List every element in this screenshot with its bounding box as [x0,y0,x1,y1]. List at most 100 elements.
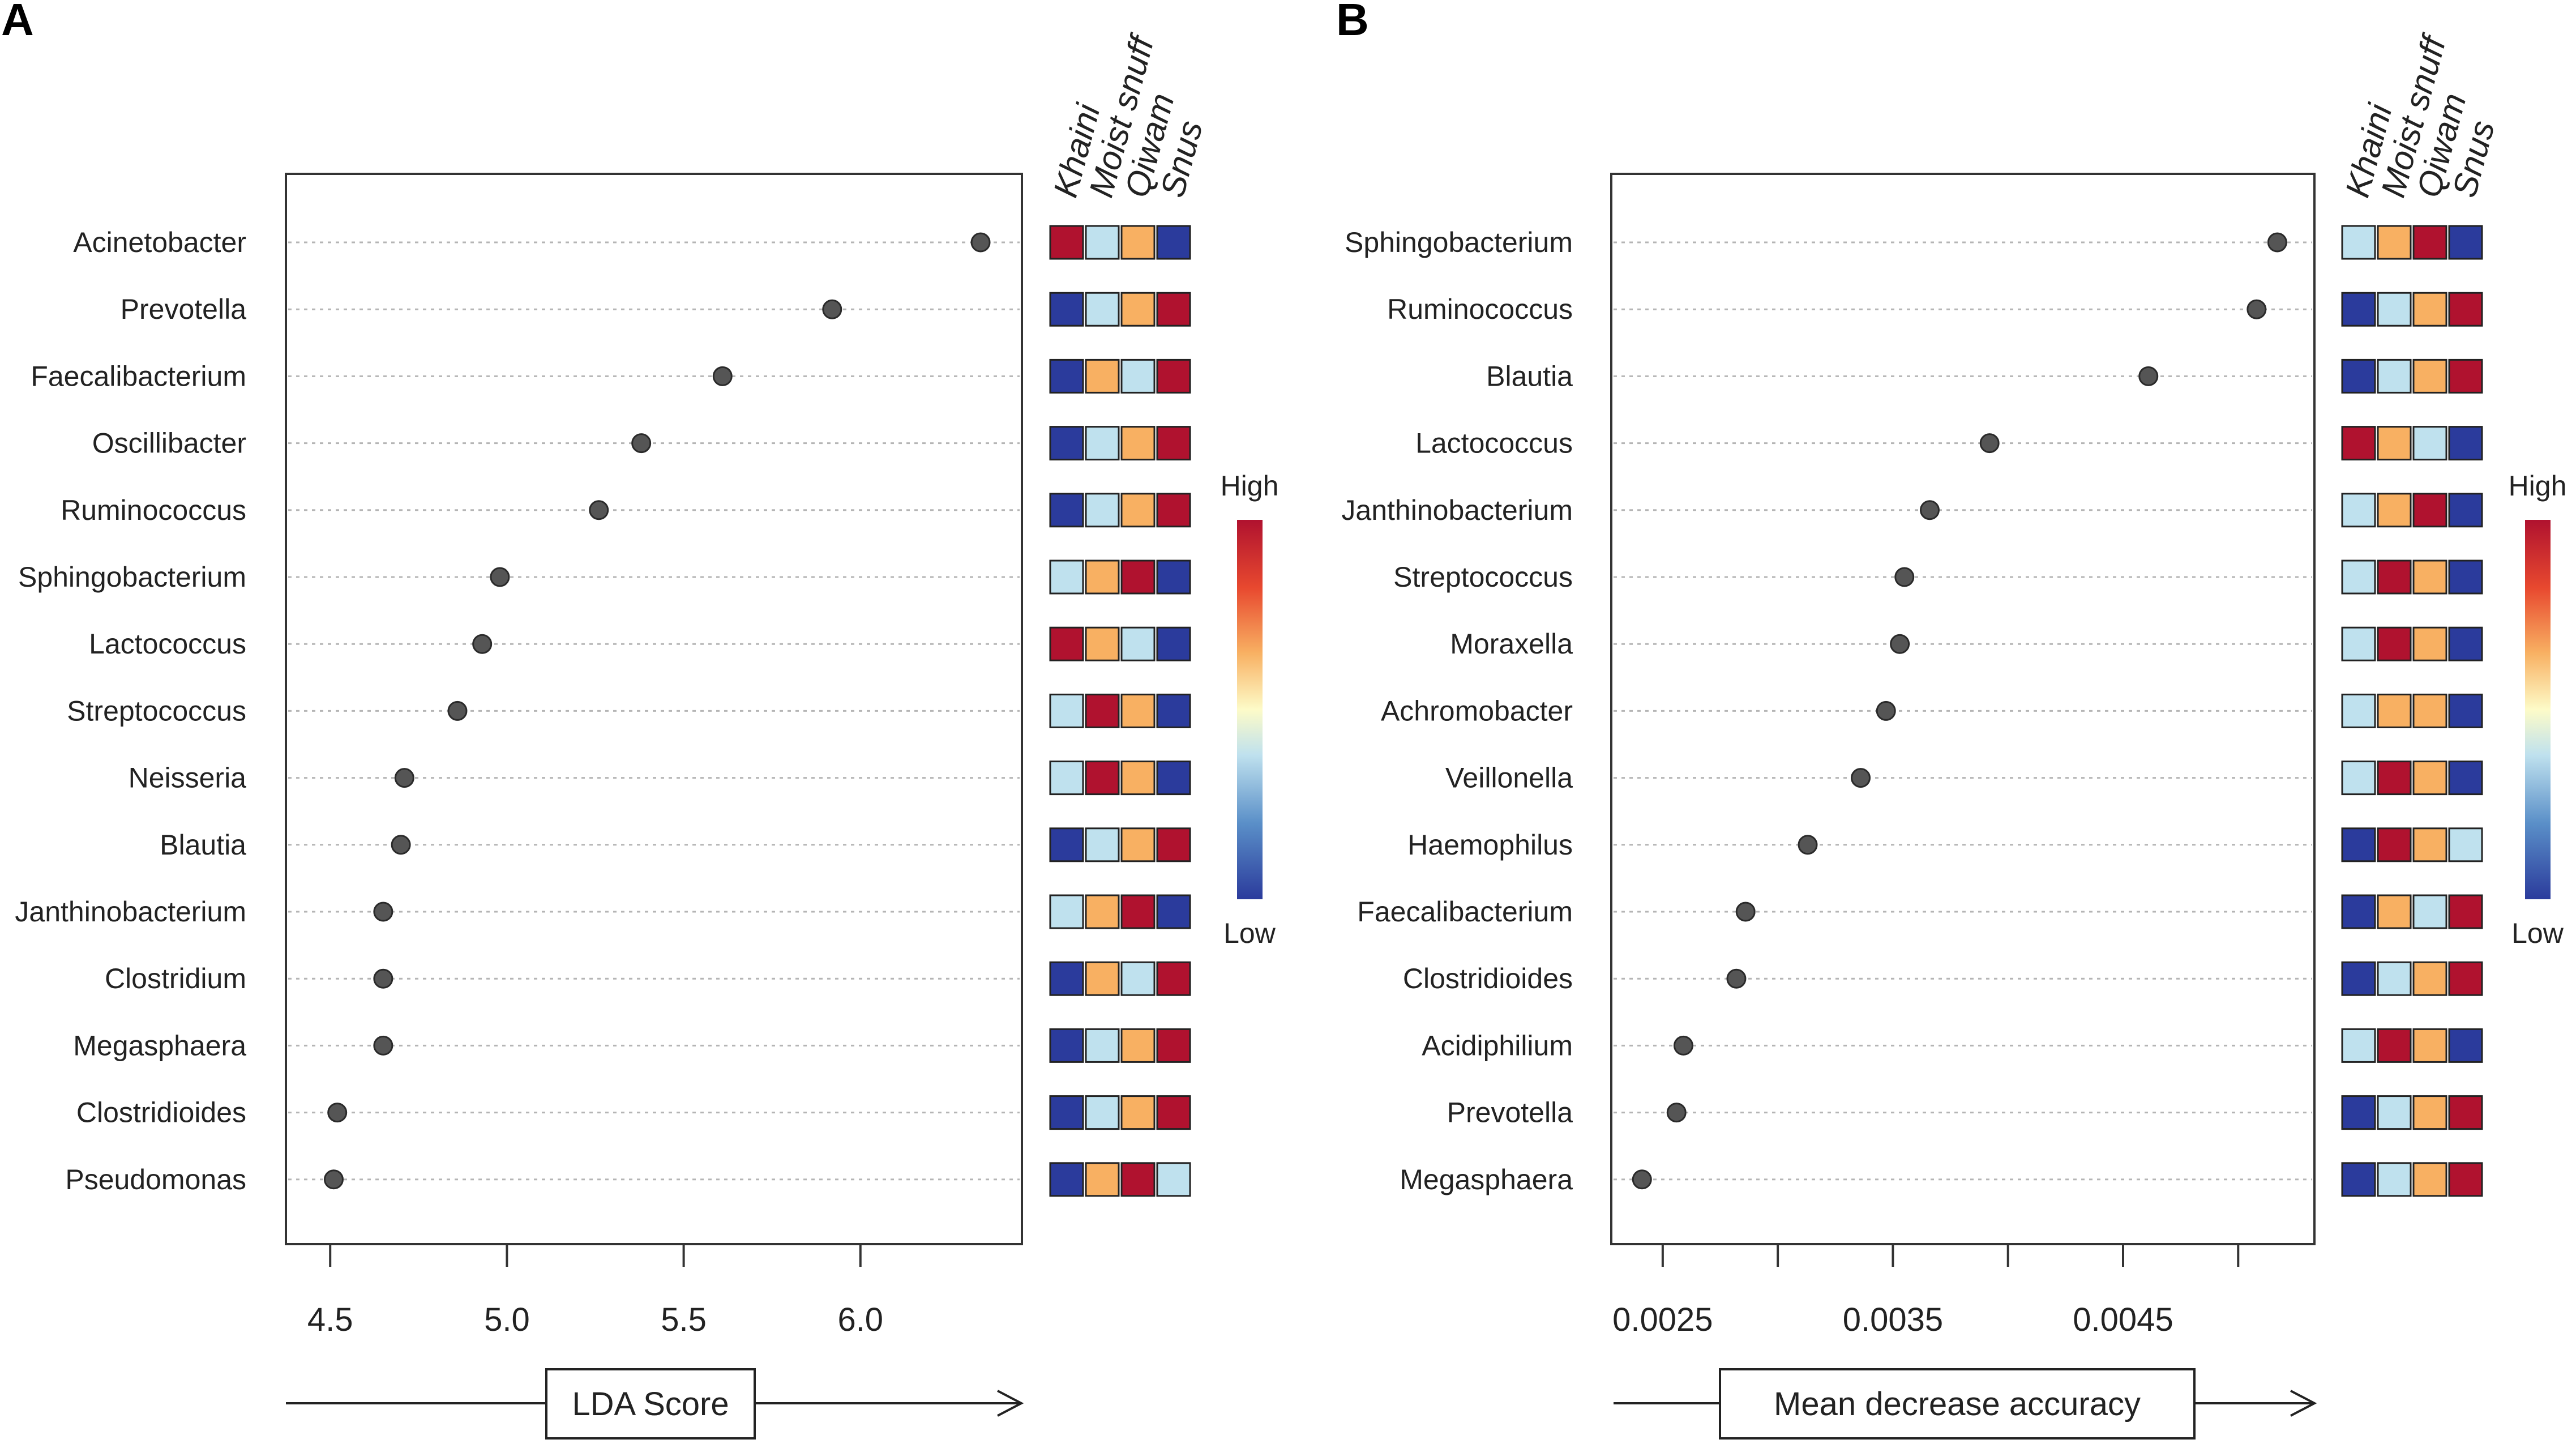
gridlines-a [288,241,1020,1181]
heatmap-cell [2448,761,2483,796]
heatmap-cell [1120,961,1156,996]
species-label: Prevotella [1447,1097,1573,1129]
heatmap-cell [1085,426,1120,461]
heatmap-cell [1120,827,1156,862]
data-point [472,634,493,654]
axis-title-text-a: LDA Score [572,1386,729,1423]
heatmap-cell [2377,358,2412,394]
species-labels-a: Acinetobacter Prevotella Faecalibacterium O… [15,227,246,1195]
species-labels-b: Sphingobacterium Ruminococcus Blautia Lacto… [1341,227,1573,1195]
heatmap-cell [1156,961,1191,996]
color-scale-bar-b [2525,520,2551,899]
arrow-head-icon-a [997,1390,1024,1417]
heatmap-cell [2377,426,2412,461]
heatmap-cell [2341,426,2376,461]
heatmap-cell [2377,761,2412,796]
heatmap-cell [2448,827,2483,862]
species-label: Janthinobacterium [1341,494,1573,526]
heatmap-cell [1049,961,1084,996]
x-tick-label: 0.0045 [2073,1301,2173,1338]
species-label: Neisseria [129,762,247,794]
heatmap-cell [1156,225,1191,260]
heatmap-cell [2341,559,2376,595]
data-point [490,567,510,587]
data-point [1632,1169,1652,1190]
data-point [394,768,414,788]
heatmap-cell [1120,225,1156,260]
x-tick-label: 5.0 [484,1301,530,1338]
heatmap-cell [2412,761,2447,796]
species-label: Oscillibacter [92,428,246,459]
heatmap-cell [1120,1095,1156,1130]
heatmap-cell [1156,1095,1191,1130]
heatmap-cell [1120,292,1156,327]
heatmap-cell [1085,358,1120,394]
data-point [323,1169,344,1190]
heatmap-cell [1085,1162,1120,1197]
heatmap-cell [1085,292,1120,327]
heatmap-cell [2377,493,2412,528]
heatmap-cell [1156,761,1191,796]
heatmap-cell [2341,1095,2376,1130]
species-label: Achromobacter [1381,695,1573,727]
species-label: Streptococcus [67,695,246,727]
heatmap-cell [2448,894,2483,929]
heatmap-cell [2341,626,2376,661]
heatmap-cell [1049,493,1084,528]
species-label: Moraxella [1450,628,1573,660]
species-label: Clostridioides [76,1097,246,1129]
heatmap-cell [1120,693,1156,728]
x-tick-label: 5.5 [661,1301,707,1338]
heatmap-cell [2412,1095,2447,1130]
heatmap-cell [1085,626,1120,661]
heatmap-cell [2448,1095,2483,1130]
data-point [1726,968,1747,989]
panel-letter-b: B [1336,0,1369,45]
species-label: Acidiphilium [1422,1030,1573,1061]
data-point [970,232,991,253]
data-point [631,433,652,454]
legend-b: High Low [2509,470,2567,949]
data-point [2138,366,2159,386]
heatmap-cell [2341,358,2376,394]
data-point [327,1103,348,1123]
data-point [1673,1035,1693,1056]
heatmap-cell [2377,693,2412,728]
heatmap-cell [1049,761,1084,796]
heatmap-cell [1049,693,1084,728]
species-label: Prevotella [121,293,247,325]
heatmap-cell [1156,358,1191,394]
heatmap-cell [1085,1095,1120,1130]
heatmap-cell [2448,358,2483,394]
heatmap-cell [2377,225,2412,260]
data-point [1851,768,1871,788]
species-label: Clostridium [105,963,246,994]
heatmap-cell [2412,894,2447,929]
x-axis-a: 4.5 5.0 5.5 6.0 [307,1244,883,1338]
x-tick-label: 4.5 [307,1301,353,1338]
heatmap-cell [1085,1028,1120,1063]
legend-low-label-a: Low [1223,917,1276,949]
heatmap-cell [1120,894,1156,929]
heatmap-cell [1156,493,1191,528]
heatmap-cell [1085,693,1120,728]
heatmap-cell [2341,493,2376,528]
heatmap-cell [2341,225,2376,260]
heatmap-cell [2412,426,2447,461]
gridlines-b [1614,241,2312,1181]
data-point [2246,299,2267,319]
heatmap-cell [1156,693,1191,728]
heatmap-cell [2377,827,2412,862]
heatmap-cell [1085,894,1120,929]
heatmap-cell [1156,292,1191,327]
panel-a: A 4.5 5.0 5.5 6.0 Acinetobacter Prevotella Fa… [1,0,1279,1440]
legend-a: High Low [1221,470,1279,949]
heatmap-cell [1120,426,1156,461]
axis-title-a: LDA Score [286,1368,1024,1440]
heatmap-cell [2341,961,2376,996]
heatmap-cell [2448,961,2483,996]
heatmap-cell [1156,894,1191,929]
heatmap-cell [1049,827,1084,862]
